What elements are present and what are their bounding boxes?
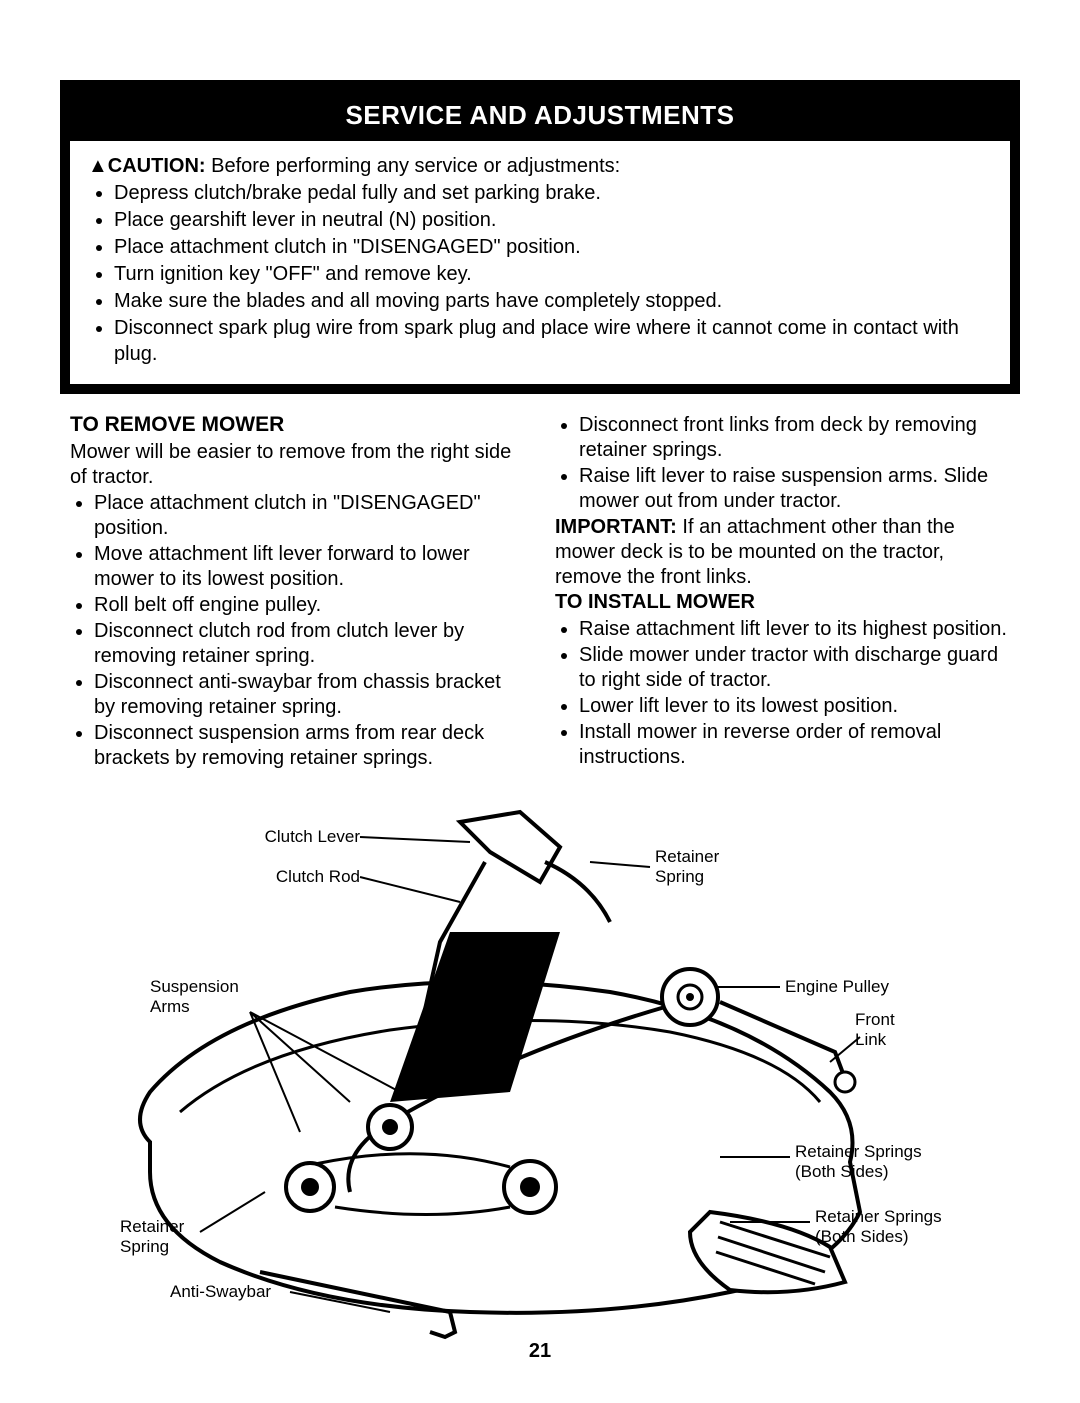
- label-retainer-spring-l: Retainer Spring: [120, 1217, 184, 1256]
- list-item: Place attachment clutch in "DISENGAGED" …: [94, 491, 525, 541]
- remove-list: Place attachment clutch in "DISENGAGED" …: [70, 491, 525, 771]
- list-item: Disconnect clutch rod from clutch lever …: [94, 619, 525, 669]
- label-clutch-rod: Clutch Rod: [260, 867, 360, 887]
- list-item: Slide mower under tractor with discharge…: [579, 643, 1010, 693]
- list-item: Lower lift lever to its lowest position.: [579, 694, 1010, 719]
- caution-block: ▲CAUTION: Before performing any service …: [70, 141, 1010, 384]
- label-engine-pulley: Engine Pulley: [785, 977, 889, 997]
- list-item: Move attachment lift lever forward to lo…: [94, 542, 525, 592]
- label-front-link: Front Link: [855, 1010, 895, 1049]
- section-title: SERVICE AND ADJUSTMENTS: [70, 94, 1010, 141]
- label-retainer-spring-top: Retainer Spring: [655, 847, 719, 886]
- list-item: Raise lift lever to raise suspension arm…: [579, 464, 1010, 514]
- caution-item: Depress clutch/brake pedal fully and set…: [114, 180, 992, 206]
- caution-item: Turn ignition key "OFF" and remove key.: [114, 261, 992, 287]
- label-retainer-springs-r2: Retainer Springs (Both Sides): [815, 1207, 942, 1246]
- caution-intro-text: Before performing any service or adjustm…: [206, 155, 621, 177]
- body-columns: TO REMOVE MOWER Mower will be easier to …: [60, 406, 1020, 772]
- caution-item: Disconnect spark plug wire from spark pl…: [114, 315, 992, 367]
- list-item: Install mower in reverse order of remova…: [579, 720, 1010, 770]
- diagram-container: Clutch Lever Clutch Rod Retainer Spring …: [60, 792, 1020, 1352]
- remove-list-cont: Disconnect front links from deck by remo…: [555, 413, 1010, 514]
- right-column: Disconnect front links from deck by remo…: [555, 412, 1010, 772]
- mower-diagram: Clutch Lever Clutch Rod Retainer Spring …: [90, 792, 990, 1352]
- list-item: Raise attachment lift lever to its highe…: [579, 617, 1010, 642]
- caution-item: Place attachment clutch in "DISENGAGED" …: [114, 234, 992, 260]
- mower-svg: [90, 792, 990, 1352]
- warning-icon: ▲: [88, 155, 108, 177]
- caution-item: Place gearshift lever in neutral (N) pos…: [114, 207, 992, 233]
- list-item: Roll belt off engine pulley.: [94, 593, 525, 618]
- list-item: Disconnect anti-swaybar from chassis bra…: [94, 670, 525, 720]
- label-suspension-arms: Suspension Arms: [150, 977, 239, 1016]
- label-retainer-springs-r1: Retainer Springs (Both Sides): [795, 1142, 922, 1181]
- caution-list: Depress clutch/brake pedal fully and set…: [88, 180, 992, 367]
- list-item: Disconnect suspension arms from rear dec…: [94, 721, 525, 771]
- important-note: IMPORTANT: If an attachment other than t…: [555, 515, 1010, 590]
- label-anti-swaybar: Anti-Swaybar: [170, 1282, 271, 1302]
- caution-label: CAUTION:: [108, 155, 206, 177]
- remove-intro: Mower will be easier to remove from the …: [70, 440, 525, 490]
- install-list: Raise attachment lift lever to its highe…: [555, 617, 1010, 770]
- left-column: TO REMOVE MOWER Mower will be easier to …: [70, 412, 525, 772]
- page-number: 21: [0, 1340, 1080, 1363]
- remove-heading: TO REMOVE MOWER: [70, 412, 525, 438]
- caution-box: SERVICE AND ADJUSTMENTS ▲CAUTION: Before…: [60, 80, 1020, 394]
- label-clutch-lever: Clutch Lever: [250, 827, 360, 847]
- caution-intro: ▲CAUTION: Before performing any service …: [88, 153, 992, 179]
- list-item: Disconnect front links from deck by remo…: [579, 413, 1010, 463]
- caution-item: Make sure the blades and all moving part…: [114, 288, 992, 314]
- important-label: IMPORTANT:: [555, 516, 677, 538]
- install-heading: TO INSTALL MOWER: [555, 590, 1010, 615]
